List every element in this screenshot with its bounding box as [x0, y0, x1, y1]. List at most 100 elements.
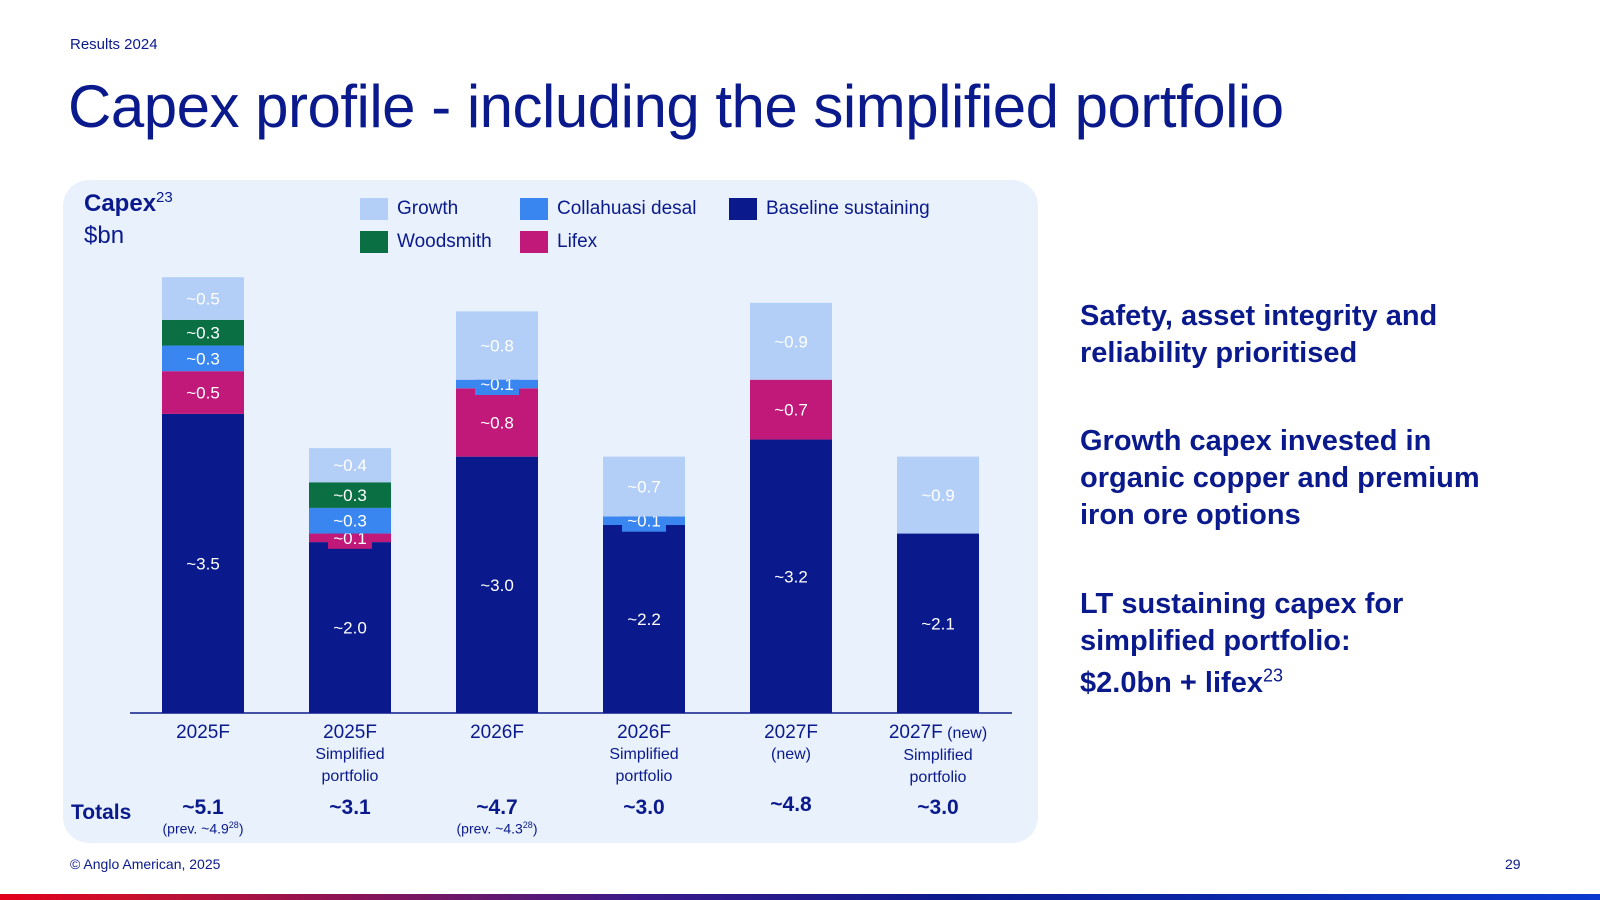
category-year: 2026F	[617, 722, 671, 743]
data-label: ~3.0	[480, 576, 514, 595]
data-label: ~0.1	[333, 529, 367, 548]
side-line: iron ore options	[1080, 499, 1301, 531]
category-sublabel: Simplified	[609, 746, 679, 763]
category-main: 2026F	[574, 722, 714, 744]
bar-segment-collahuasi-desal	[309, 507, 391, 534]
side-highlight-text: $2.0bn + lifex	[1080, 667, 1263, 699]
total-value: ~4.8	[711, 793, 871, 817]
total-previous-close: )	[238, 820, 244, 837]
category-year: 2027F	[764, 722, 818, 743]
total-previous-text: (prev. ~4.9	[162, 820, 229, 837]
bar-segment-growth	[309, 448, 391, 483]
category-year: 2025F	[323, 722, 377, 743]
category-main: 2025F	[280, 722, 420, 744]
side-point-sustaining: LT sustaining capex for simplified portf…	[1080, 586, 1403, 702]
bar-segment-lifex	[456, 388, 538, 457]
side-line-highlight: $2.0bn + lifex23	[1080, 665, 1403, 702]
bar-segment-growth	[897, 456, 979, 534]
category-label: 2026F Simplified portfolio	[574, 722, 714, 788]
brand-stripe	[0, 894, 1600, 900]
legend-label-collahuasi-desal: Collahuasi desal	[557, 198, 697, 219]
legend-item-woodsmith: Woodsmith	[360, 231, 492, 253]
bar-segment-baseline-sustaining	[750, 439, 832, 713]
category-sublabel: Simplified	[315, 746, 385, 763]
data-label: ~2.0	[333, 619, 367, 638]
category-year: 2027F	[888, 722, 943, 743]
total-previous-footnote: 28	[228, 820, 239, 830]
category-qualifier: (new)	[942, 725, 988, 742]
category-sublabel: portfolio	[909, 769, 967, 786]
legend-label-growth: Growth	[397, 198, 459, 219]
data-label: ~0.8	[480, 413, 514, 432]
copyright: © Anglo American, 2025	[70, 856, 221, 872]
data-label: ~2.2	[627, 610, 661, 629]
side-line: LT sustaining capex for	[1080, 588, 1404, 620]
legend-swatch-woodsmith	[360, 231, 388, 253]
legend-item-lifex: Lifex	[520, 231, 597, 253]
bar-segment-lifex	[750, 379, 832, 440]
bar-segment-growth	[603, 456, 685, 517]
category-label: 2026F	[427, 722, 567, 744]
side-line: reliability prioritised	[1080, 337, 1358, 369]
side-line: simplified portfolio:	[1080, 625, 1351, 657]
total-number: ~5.1	[182, 796, 224, 819]
data-label: ~0.1	[480, 375, 514, 394]
side-line: Growth capex invested in	[1080, 425, 1432, 457]
total-number: ~4.8	[770, 793, 812, 816]
category-label: 2027F (new) Simplified portfolio	[868, 722, 1008, 789]
data-label: ~0.9	[774, 332, 808, 351]
data-label: ~0.5	[186, 384, 220, 403]
legend-swatch-baseline-sustaining	[729, 198, 757, 220]
page-title: Capex profile - including the simplified…	[68, 73, 1284, 140]
category-sublabel: portfolio	[615, 768, 673, 785]
bar-segment-woodsmith	[162, 319, 244, 346]
data-label: ~0.9	[921, 486, 955, 505]
legend-swatch-collahuasi-desal	[520, 198, 548, 220]
category-sublabel: (new)	[770, 746, 811, 763]
category-label: 2027F (new)	[721, 722, 861, 766]
bar-segment-baseline-sustaining	[603, 525, 685, 713]
bar-segment-baseline-sustaining	[897, 533, 979, 713]
side-line: Safety, asset integrity and	[1080, 300, 1438, 332]
bar-segment-growth	[750, 302, 832, 380]
total-number: ~3.0	[623, 796, 665, 819]
total-previous-close: )	[532, 820, 538, 837]
bar-segment-baseline-sustaining	[162, 413, 244, 713]
totals-label: Totals	[71, 801, 132, 824]
category-year: 2026F	[470, 722, 524, 743]
chart-unit: $bn	[84, 222, 125, 249]
legend-item-growth: Growth	[360, 198, 458, 220]
category-sublabel: Simplified	[903, 747, 973, 764]
data-label: ~3.2	[774, 567, 808, 586]
data-label: ~0.3	[333, 486, 367, 505]
bar-segment-lifex	[162, 371, 244, 414]
total-value: ~3.0	[858, 796, 1018, 820]
total-previous-footnote: 28	[522, 820, 533, 830]
bar-segment-baseline-sustaining	[456, 456, 538, 713]
bar-segment-collahuasi-desal	[162, 345, 244, 372]
bar-segment-growth	[162, 277, 244, 320]
data-label: ~0.3	[186, 349, 220, 368]
legend-swatch-lifex	[520, 231, 548, 253]
category-main: 2025F	[133, 722, 273, 744]
category-main: 2026F	[427, 722, 567, 744]
data-label: ~0.3	[333, 512, 367, 531]
side-highlight-footnote: 23	[1262, 665, 1283, 686]
total-number: ~4.7	[476, 796, 518, 819]
data-label: ~0.3	[186, 324, 220, 343]
data-label: ~0.8	[480, 337, 514, 356]
category-year: 2025F	[176, 722, 230, 743]
bar-segment-growth	[456, 311, 538, 380]
data-label: ~0.7	[627, 478, 661, 497]
chart-title-text: Capex	[84, 190, 157, 217]
legend-label-baseline-sustaining: Baseline sustaining	[766, 198, 930, 219]
data-label: ~0.5	[186, 290, 220, 309]
total-previous-text: (prev. ~4.3	[456, 820, 523, 837]
total-value: ~3.0	[564, 796, 724, 820]
total-number: ~3.0	[917, 796, 959, 819]
total-previous: (prev. ~4.328)	[417, 820, 577, 837]
legend-swatch-growth	[360, 198, 388, 220]
legend-item-baseline-sustaining: Baseline sustaining	[729, 198, 930, 220]
page-number: 29	[1505, 856, 1521, 872]
